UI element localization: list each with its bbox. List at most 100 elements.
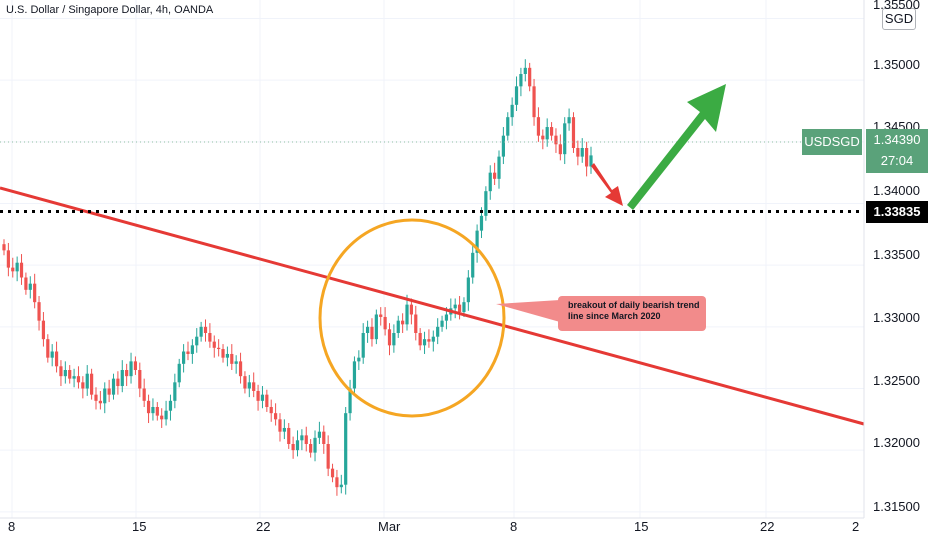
- candle-body: [125, 370, 129, 377]
- candle-body: [2, 244, 6, 251]
- candle-body: [405, 304, 409, 325]
- candle-body: [168, 400, 173, 411]
- candle-body: [33, 283, 37, 303]
- candle-body: [85, 373, 89, 389]
- candle-body: [462, 302, 466, 313]
- candle-body: [46, 339, 50, 358]
- candle-body: [94, 394, 98, 401]
- candle-body: [475, 230, 479, 253]
- candle-body: [330, 468, 335, 478]
- candle-body: [387, 329, 392, 346]
- candle-body: [81, 382, 85, 389]
- candle-body: [221, 349, 225, 358]
- candle-body: [129, 361, 133, 377]
- callout-pointer: [496, 300, 560, 322]
- candle-body: [278, 419, 282, 432]
- horizontal-line-price-label: 1.33835: [866, 201, 928, 223]
- candle-body: [523, 67, 527, 74]
- candle-body: [370, 326, 374, 340]
- candle-body: [357, 357, 361, 362]
- candle-body: [392, 333, 396, 346]
- candle-body: [116, 378, 120, 387]
- price-tick: 1.33500: [873, 247, 920, 262]
- breakout-callout[interactable]: breakout of daily bearish trend line sin…: [558, 296, 706, 331]
- candle-body: [160, 415, 164, 420]
- candle-body: [142, 388, 146, 401]
- bar-countdown-label: 27:04: [866, 151, 928, 173]
- currency-button[interactable]: SGD: [882, 8, 916, 30]
- candle-body: [506, 117, 510, 136]
- bearish-trend-line: [0, 186, 865, 426]
- candle-body: [28, 283, 32, 290]
- candle-body: [177, 363, 181, 383]
- candle-body: [120, 370, 124, 387]
- candle-body: [19, 262, 24, 278]
- candle-body: [457, 304, 462, 313]
- chart-title: U.S. Dollar / Singapore Dollar, 4h, OAND…: [6, 4, 214, 16]
- candle-body: [234, 361, 238, 364]
- candle-body: [103, 388, 107, 404]
- candle-body: [146, 400, 151, 414]
- candle-body: [68, 370, 72, 379]
- candle-body: [190, 345, 194, 354]
- candle-body: [466, 277, 470, 303]
- candle-body: [514, 86, 519, 105]
- candle-body: [212, 341, 216, 348]
- candle-body: [431, 336, 435, 342]
- candle-body: [379, 314, 383, 317]
- price-tick: 1.32500: [873, 373, 920, 388]
- candle-body: [444, 314, 449, 321]
- candle-body: [471, 252, 475, 278]
- candle-body: [11, 267, 15, 272]
- candle-body: [497, 156, 501, 179]
- price-tick: 1.35000: [873, 57, 920, 72]
- candle-body: [501, 135, 505, 157]
- candle-body: [230, 353, 234, 364]
- candle-body: [151, 407, 155, 414]
- candle-body: [313, 437, 317, 453]
- candle-body: [256, 390, 260, 401]
- candle-body: [580, 148, 584, 157]
- candle-body: [59, 366, 63, 377]
- candle-body: [195, 336, 199, 346]
- candle-body: [348, 388, 352, 414]
- candle-body: [37, 302, 41, 321]
- candle-body: [247, 382, 251, 389]
- chart-grid: [0, 0, 864, 518]
- candle-body: [352, 361, 357, 389]
- candle-body: [90, 373, 94, 395]
- candle-body: [567, 117, 571, 124]
- candle-body: [300, 435, 304, 441]
- time-tick: 15: [132, 519, 147, 534]
- candle-body: [418, 333, 422, 346]
- candle-body: [186, 351, 190, 354]
- candle-body: [76, 376, 81, 383]
- candle-body: [295, 440, 300, 451]
- candle-body: [6, 250, 10, 268]
- candle-body: [133, 361, 138, 370]
- candle-body: [493, 172, 497, 179]
- candle-body: [287, 427, 291, 444]
- time-tick: 2: [852, 519, 860, 534]
- candle-body: [54, 351, 59, 367]
- candle-body: [98, 400, 102, 404]
- candle-body: [576, 148, 580, 157]
- candle-body: [549, 127, 554, 136]
- candle-body: [453, 304, 457, 309]
- candle-body: [528, 67, 532, 87]
- candle-body: [488, 172, 492, 192]
- price-tick: 1.33000: [873, 310, 920, 325]
- red-arrow-icon: [591, 163, 623, 206]
- candle-body: [519, 74, 523, 87]
- time-tick: Mar: [378, 519, 401, 534]
- candle-body: [558, 144, 562, 155]
- time-tick: 8: [8, 519, 16, 534]
- candle-body: [243, 376, 247, 389]
- candle-body: [217, 347, 221, 350]
- candle-body: [361, 333, 365, 358]
- candle-body: [225, 353, 230, 358]
- candle-body: [510, 104, 514, 118]
- candle-body: [401, 320, 405, 325]
- candle-body: [409, 304, 413, 315]
